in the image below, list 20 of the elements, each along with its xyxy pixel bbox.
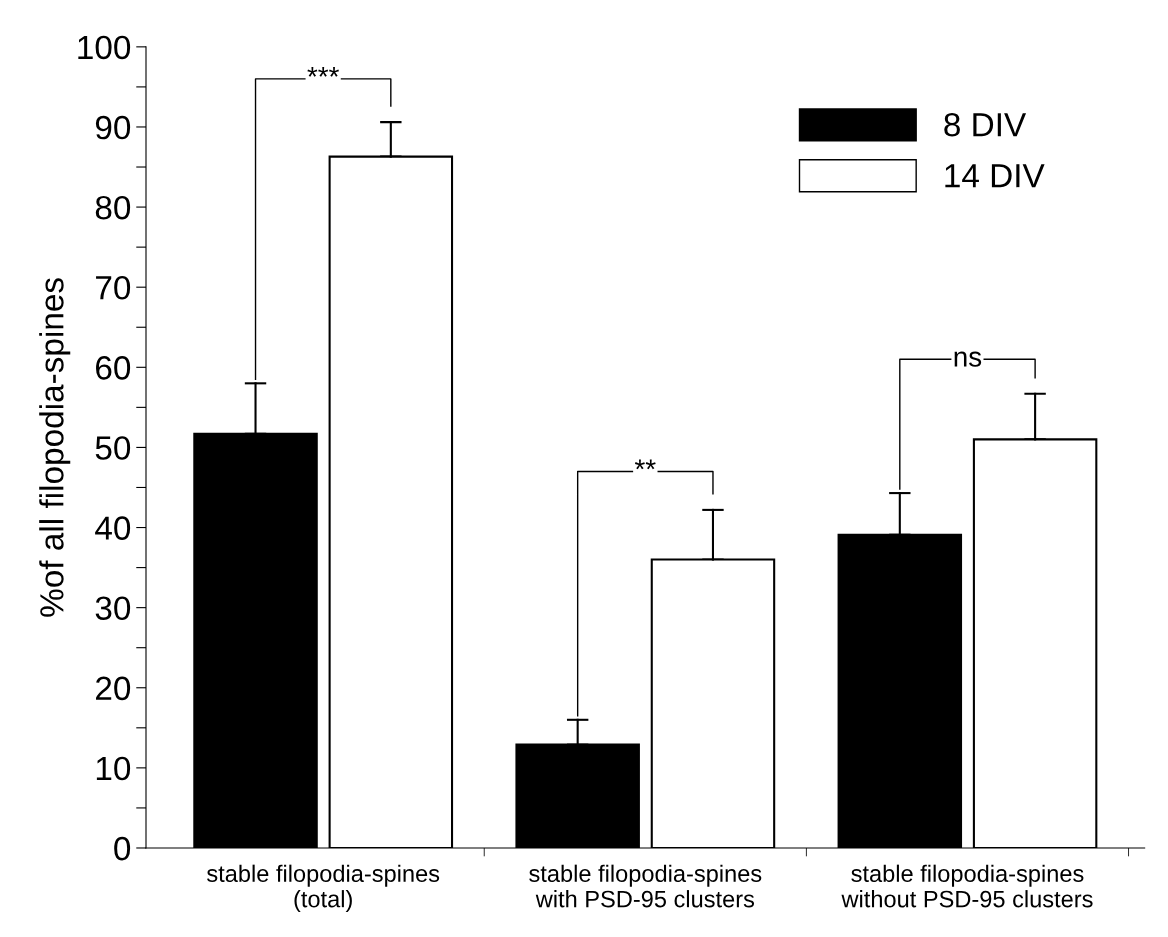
y-tick-label: 40 — [95, 516, 131, 540]
y-tick-label: 60 — [96, 356, 131, 380]
y-tick-label: 0 — [114, 836, 131, 861]
y-tick-label: 90 — [95, 115, 131, 140]
y-tick-label: 70 — [96, 275, 131, 300]
legend-label: 14 DIV — [945, 164, 1045, 188]
annotation: ** — [634, 459, 656, 470]
y-tick-label: 30 — [95, 596, 131, 621]
x-tick-label: stable filopodia-spines without PSD-95 clusters — [841, 864, 1093, 908]
y-tick-label: 80 — [95, 195, 131, 220]
x-tick-label: stable filopodia-spines (total) — [207, 864, 440, 913]
annotation: ns — [954, 351, 982, 367]
y-tick-label: 100 — [78, 35, 131, 60]
annotation: *** — [307, 66, 339, 77]
y-tick-label: 20 — [96, 676, 131, 701]
x-tick-label: stable filopodia-spines with PSD-95 clusters — [529, 864, 762, 908]
legend-label: 8 DIV — [944, 112, 1027, 137]
y-axis-title: %of all filopodia-spines — [39, 278, 71, 617]
y-tick-label: 50 — [95, 436, 131, 460]
y-tick-label: 10 — [96, 756, 131, 781]
